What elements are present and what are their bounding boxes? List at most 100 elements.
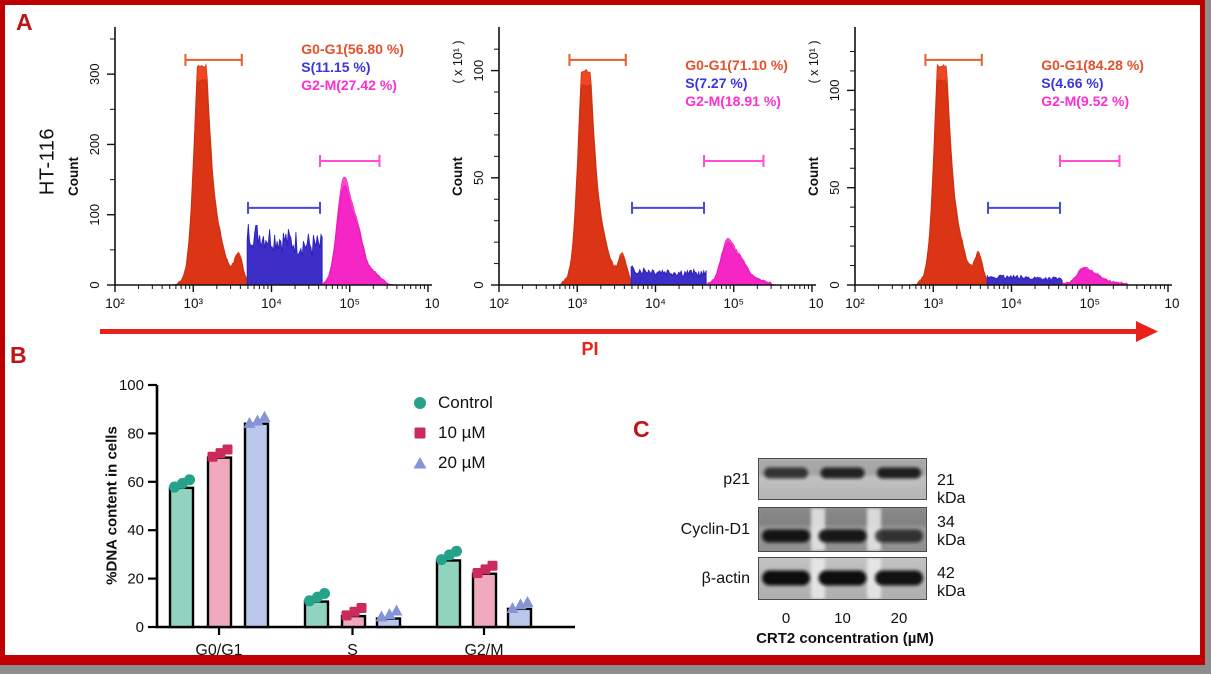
protein-band — [762, 570, 810, 586]
data-point — [506, 602, 519, 614]
protein-band — [764, 467, 808, 479]
phase-annotation-g2m_label: G2-M(9.52 %) — [1041, 93, 1129, 109]
panel-c-label: C — [633, 416, 650, 442]
x-tick-label: 10⁵ — [339, 296, 360, 311]
histogram-area — [906, 79, 989, 286]
x-tick-label: 10 — [808, 296, 823, 311]
data-point — [390, 604, 403, 616]
data-point — [222, 444, 233, 455]
y-tick-label: 300 — [87, 63, 102, 85]
y-tick-label: 0 — [827, 281, 842, 288]
y-tick-label: 100 — [87, 204, 102, 226]
protein-band — [877, 467, 921, 479]
y-tick-label: 50 — [471, 171, 486, 185]
phase-annotation-s_label: S(4.66 %) — [1041, 75, 1103, 91]
x-tick-label: 10 — [424, 296, 439, 311]
y-tick-label: 0 — [471, 281, 486, 288]
gate-marker — [247, 201, 322, 214]
gate-marker — [987, 201, 1062, 214]
data-point — [521, 596, 534, 608]
flow-histogram-control-svg: 10² 10³ 10⁴ 10⁵ 100100200300CountG0-G1(56.80… — [66, 27, 440, 311]
x-tick-label: 10³ — [567, 296, 587, 311]
control-circle-icon — [414, 397, 426, 409]
pi-arrow-shaft — [100, 329, 1140, 334]
flow-panel-10uM: 10² 10³ 10⁴ 10⁵ 10 0 50 100 Count( x 10¹ ) G0-G1(… — [442, 14, 842, 319]
y-tick-label: 50 — [827, 180, 842, 194]
protein-label-3: β-actin — [701, 570, 750, 587]
histogram-area — [1049, 267, 1134, 286]
data-point — [472, 567, 483, 578]
y-tick-label: 60 — [127, 474, 144, 491]
y-tick-label: 80 — [127, 425, 144, 442]
protein-band — [762, 529, 810, 543]
legend-label: Control — [438, 393, 493, 412]
category-label: G0/G1 — [195, 642, 242, 659]
y-tick-label: 40 — [127, 522, 144, 539]
protein-label-1: p21 — [723, 471, 750, 488]
blot-p21 — [758, 458, 927, 500]
phase-annotation-g2m_label: G2-M(18.91 %) — [685, 93, 781, 109]
histogram-area — [693, 240, 778, 286]
blot-x-axis-title: CRT2 concentration (µM) — [756, 630, 934, 647]
pi-axis-arrow — [100, 321, 1158, 342]
x-tick-label: 10⁴ — [1001, 296, 1022, 311]
histogram-area — [550, 84, 633, 286]
cell-line-label: HT-116 — [36, 127, 59, 196]
x-tick-label: 10⁴ — [645, 296, 666, 311]
protein-band — [818, 529, 867, 543]
x-tick-label: 10² — [105, 296, 125, 311]
lane-label-20: 20 — [890, 610, 908, 627]
phase-annotation-g2m_label: G2-M(27.42 %) — [301, 77, 397, 93]
lane-gap — [811, 508, 825, 551]
y-tick-label: 0 — [136, 619, 144, 636]
histogram-area — [309, 185, 394, 286]
histogram-area — [986, 274, 1063, 286]
protein-band — [818, 570, 867, 586]
y-scale-label: ( x 10¹ ) — [451, 40, 465, 83]
pi-arrow-head — [1136, 321, 1158, 342]
gate-marker — [568, 53, 627, 66]
pi-axis-label: PI — [581, 339, 599, 359]
y-tick-label: 200 — [87, 134, 102, 156]
dna-content-bar-chart: 0 20 40 60 80 100 G0/G1 S G2/M — [119, 377, 575, 659]
x-tick-label: 10⁴ — [261, 296, 282, 311]
y-tick-label: 0 — [87, 281, 102, 288]
blot-border — [758, 458, 927, 500]
bar-G2/M-10 µM — [471, 572, 498, 629]
blot-border — [758, 557, 927, 600]
y-axis-label: Count — [450, 157, 465, 196]
data-point — [451, 545, 462, 557]
x-tick-label: 10⁵ — [1079, 296, 1100, 311]
phase-annotation-g0g1_label: G0-G1(71.10 %) — [685, 57, 788, 73]
data-point — [251, 414, 264, 426]
legend-label: 10 µM — [438, 423, 486, 442]
blot-smear — [758, 507, 927, 526]
gate-marker — [184, 53, 243, 66]
lane-gap — [867, 508, 881, 551]
data-point — [258, 410, 271, 422]
data-point — [436, 554, 447, 566]
flow-panel-20uM: 10² 10³ 10⁴ 10⁵ 10 0 50 100 Count( x 10¹ ) G0-G1(… — [798, 14, 1198, 319]
bar-G0/G1-20 µM — [243, 422, 270, 629]
data-point — [487, 560, 498, 571]
y-tick-label: 100 — [119, 377, 144, 394]
kda-label-1: 21 kDa — [937, 472, 966, 507]
y-axis-label: Count — [806, 157, 821, 196]
lane-label-0: 0 — [781, 610, 791, 627]
protein-label-2: Cyclin-D1 — [680, 521, 750, 538]
phase-annotation-g0g1_label: G0-G1(84.28 %) — [1041, 57, 1144, 73]
protein-band — [875, 570, 923, 586]
x-tick-label: 10² — [845, 296, 865, 311]
phase-annotation-s_label: S(7.27 %) — [685, 75, 747, 91]
panel-a-label: A — [16, 9, 33, 35]
x-tick-label: 10² — [489, 296, 509, 311]
bar-G0/G1-Control — [168, 486, 195, 629]
gate-marker — [319, 155, 381, 168]
bar-G0/G1-10 µM — [206, 456, 233, 629]
lane-gap — [811, 558, 825, 599]
histogram-area — [246, 223, 323, 286]
kda-label-3: 42 kDa — [937, 565, 966, 600]
gate-marker — [924, 53, 983, 66]
legend-item-10uM: 10 µM — [412, 418, 493, 448]
